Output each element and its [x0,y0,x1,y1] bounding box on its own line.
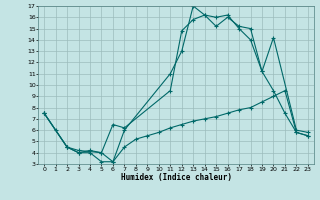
X-axis label: Humidex (Indice chaleur): Humidex (Indice chaleur) [121,173,231,182]
